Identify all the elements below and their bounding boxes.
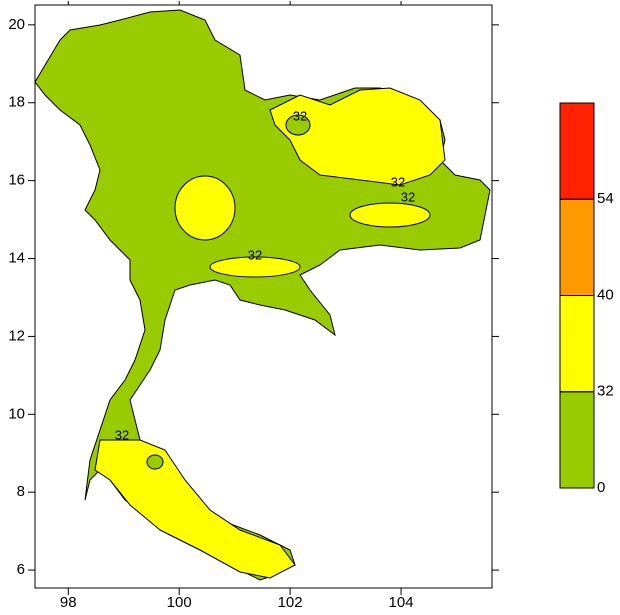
colorbar-label: 32 xyxy=(597,383,614,400)
colorbar-swatch xyxy=(559,102,595,200)
country-shape xyxy=(34,9,491,581)
zone-0-32 xyxy=(285,114,311,136)
contour-label: 32 xyxy=(293,108,307,123)
x-tick-label: 100 xyxy=(167,594,192,610)
colorbar-swatch xyxy=(559,198,595,296)
zone-32-40 xyxy=(269,87,446,186)
contour-label: 32 xyxy=(248,247,262,262)
colorbar-swatch xyxy=(559,295,595,393)
colorbar-label: 54 xyxy=(597,190,614,207)
x-tick-label: 104 xyxy=(389,594,414,610)
y-tick-label: 8 xyxy=(17,483,25,500)
zone-0-32 xyxy=(146,454,164,470)
y-tick-label: 14 xyxy=(8,249,25,266)
y-tick-label: 18 xyxy=(8,94,25,111)
contour-label: 32 xyxy=(391,174,405,189)
y-tick-label: 20 xyxy=(8,16,25,33)
y-tick-label: 12 xyxy=(8,327,25,344)
y-tick-label: 10 xyxy=(8,405,25,422)
colorbar-label: 40 xyxy=(597,286,614,303)
contour-label: 32 xyxy=(115,427,129,442)
colorbar-swatch xyxy=(559,391,595,489)
y-tick-label: 16 xyxy=(8,172,25,189)
x-tick-label: 98 xyxy=(60,594,77,610)
y-tick-label: 6 xyxy=(17,561,25,578)
zone-32-40 xyxy=(174,175,236,241)
zone-32-40 xyxy=(349,202,431,228)
zone-32-40 xyxy=(94,439,296,579)
colorbar-label: 0 xyxy=(597,479,605,496)
x-tick-label: 102 xyxy=(278,594,303,610)
land xyxy=(34,9,491,581)
plot-frame xyxy=(34,4,493,589)
contour-label: 32 xyxy=(401,189,415,204)
zone-32-40 xyxy=(209,256,301,278)
